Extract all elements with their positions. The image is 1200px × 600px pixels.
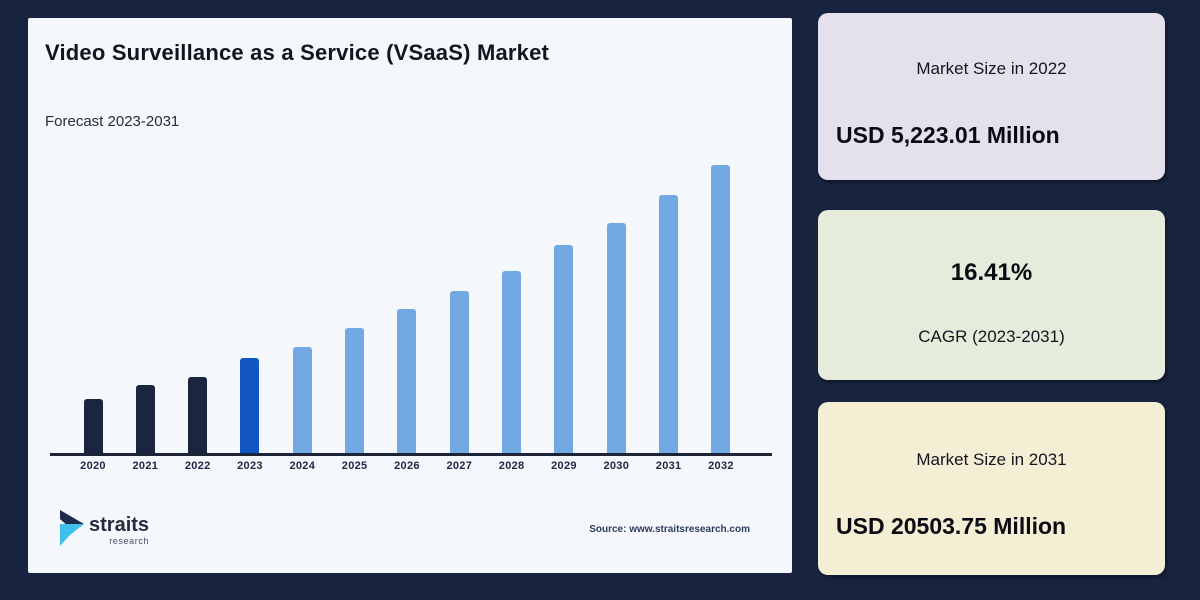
- bar-2032: [711, 165, 731, 455]
- x-tick-2032: 2032: [708, 460, 734, 472]
- x-tick-2026: 2026: [394, 460, 420, 472]
- x-tick-2022: 2022: [184, 460, 211, 472]
- x-tick-2023: 2023: [237, 460, 263, 472]
- x-tick-2021: 2021: [132, 460, 159, 472]
- market-size-2031-label: Market Size in 2031: [916, 450, 1067, 469]
- x-tick-2030: 2030: [603, 460, 630, 472]
- chart-card: Video Surveillance as a Service (VSaaS) …: [28, 18, 792, 573]
- straits-research-logo: straits research: [58, 508, 149, 553]
- bar-2022: [188, 377, 208, 455]
- x-tick-2031: 2031: [655, 460, 682, 472]
- x-tick-2029: 2029: [551, 460, 577, 472]
- bar-2023: [240, 358, 260, 455]
- market-size-2022-label: Market Size in 2022: [916, 59, 1067, 78]
- logo-text: straits research: [89, 514, 150, 547]
- source-note: Source: www.straitsresearch.com: [589, 524, 750, 535]
- stats-panel: Market Size in 2022 USD 5,223.01 Million…: [818, 0, 1165, 600]
- x-tick-2024: 2024: [289, 460, 316, 472]
- market-size-2031-card: Market Size in 2031 USD 20503.75 Million: [818, 402, 1165, 575]
- straits-logo-icon: [58, 508, 86, 553]
- bar-2026: [397, 309, 417, 455]
- x-tick-2020: 2020: [80, 460, 106, 472]
- bar-2027: [449, 291, 469, 455]
- logo-subtitle: research: [109, 536, 150, 546]
- market-size-2031-value: USD 20503.75 Million: [836, 513, 1067, 539]
- x-axis-line: [50, 453, 772, 456]
- bar-2025: [345, 328, 365, 455]
- x-tick-2025: 2025: [341, 460, 368, 472]
- market-size-2022-value: USD 5,223.01 Million: [836, 122, 1060, 148]
- cagr-value: 16.41%: [950, 259, 1033, 286]
- x-tick-2027: 2027: [446, 460, 473, 472]
- x-tick-2028: 2028: [498, 460, 525, 472]
- market-size-2022-card: Market Size in 2022 USD 5,223.01 Million: [818, 13, 1165, 180]
- chart-subtitle: Forecast 2023-2031: [45, 113, 180, 130]
- bar-2024: [292, 347, 312, 455]
- bar-2020: [83, 399, 103, 455]
- cagr-card: 16.41% CAGR (2023-2031): [818, 210, 1165, 380]
- bar-2028: [502, 271, 522, 455]
- bar-2030: [606, 223, 626, 455]
- cagr-label: CAGR (2023-2031): [918, 327, 1065, 346]
- chart-title: Video Surveillance as a Service (VSaaS) …: [45, 40, 550, 65]
- bar-2029: [554, 245, 574, 455]
- logo-name: straits: [89, 514, 150, 536]
- bar-2031: [659, 195, 679, 455]
- bar-2021: [135, 385, 155, 455]
- bar-chart: 2020 2021 2022 2023 2024 2025 2026 2027 2028 2029…: [28, 18, 792, 573]
